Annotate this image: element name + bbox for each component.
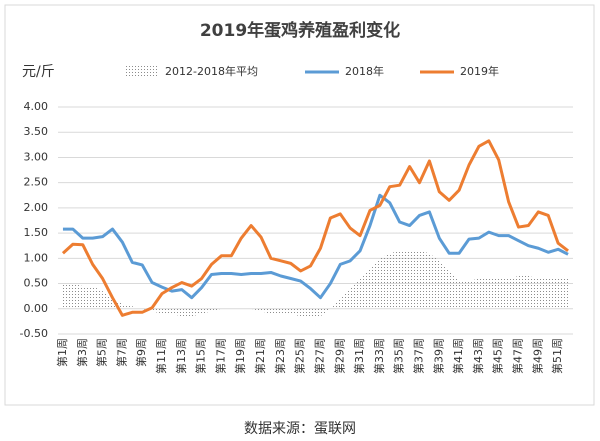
- legend-swatch: [125, 66, 159, 77]
- x-tick-label: 第45周: [491, 338, 505, 374]
- chart-title: 2019年蛋鸡养殖盈利变化: [200, 20, 400, 41]
- x-tick-label: 第11周: [154, 338, 168, 374]
- x-tick-label: 第17周: [213, 338, 227, 374]
- y-tick-label: 3.00: [24, 150, 49, 163]
- x-tick-label: 第51周: [550, 338, 564, 374]
- y-tick-label: 0.00: [24, 302, 49, 315]
- x-tick-label: 第43周: [471, 338, 485, 374]
- x-tick-label: 第23周: [273, 338, 287, 374]
- y-tick-label: 2.50: [24, 176, 49, 189]
- y-tick-label: 1.00: [24, 251, 49, 264]
- x-tick-label: 第19周: [233, 338, 247, 374]
- x-tick-label: 第25周: [293, 338, 307, 374]
- x-tick-label: 第7周: [114, 338, 128, 367]
- source-note: 数据来源：蛋联网: [244, 421, 356, 437]
- x-tick-label: 第15周: [194, 338, 208, 374]
- y-tick-label: 0.50: [24, 277, 49, 290]
- area: [62, 250, 569, 317]
- x-tick-label: 第3周: [75, 338, 89, 367]
- x-tick-label: 第13周: [174, 338, 188, 374]
- y-axis-label: 元/斤: [22, 64, 55, 80]
- x-tick-label: 第31周: [352, 338, 366, 374]
- line: [61, 139, 569, 317]
- y-tick-label: 3.50: [24, 125, 49, 138]
- x-tick-label: 第33周: [372, 338, 386, 374]
- x-tick-label: 第39周: [431, 338, 445, 374]
- x-tick-label: 第5周: [95, 338, 109, 367]
- x-tick-label: 第41周: [451, 338, 465, 374]
- x-tick-label: 第49周: [530, 338, 544, 374]
- x-tick-label: 第1周: [55, 338, 69, 367]
- y-tick-label: -0.50: [20, 327, 48, 340]
- y-tick-label: 2.00: [24, 201, 49, 214]
- legend-label: 2019年: [460, 64, 499, 78]
- x-tick-label: 第27周: [312, 338, 326, 374]
- x-tick-label: 第9周: [134, 338, 148, 367]
- line: [62, 193, 569, 300]
- x-tick-label: 第29周: [332, 338, 346, 374]
- y-tick-label: 4.00: [24, 100, 49, 113]
- x-tick-label: 第37周: [411, 338, 425, 374]
- x-tick-label: 第21周: [253, 338, 267, 374]
- legend-label: 2018年: [345, 64, 384, 78]
- x-tick-label: 第35周: [392, 338, 406, 374]
- legend-label: 2012-2018年平均: [165, 64, 258, 78]
- chart-frame: [4, 4, 595, 406]
- y-tick-label: 1.50: [24, 226, 49, 239]
- x-tick-label: 第47周: [511, 338, 525, 374]
